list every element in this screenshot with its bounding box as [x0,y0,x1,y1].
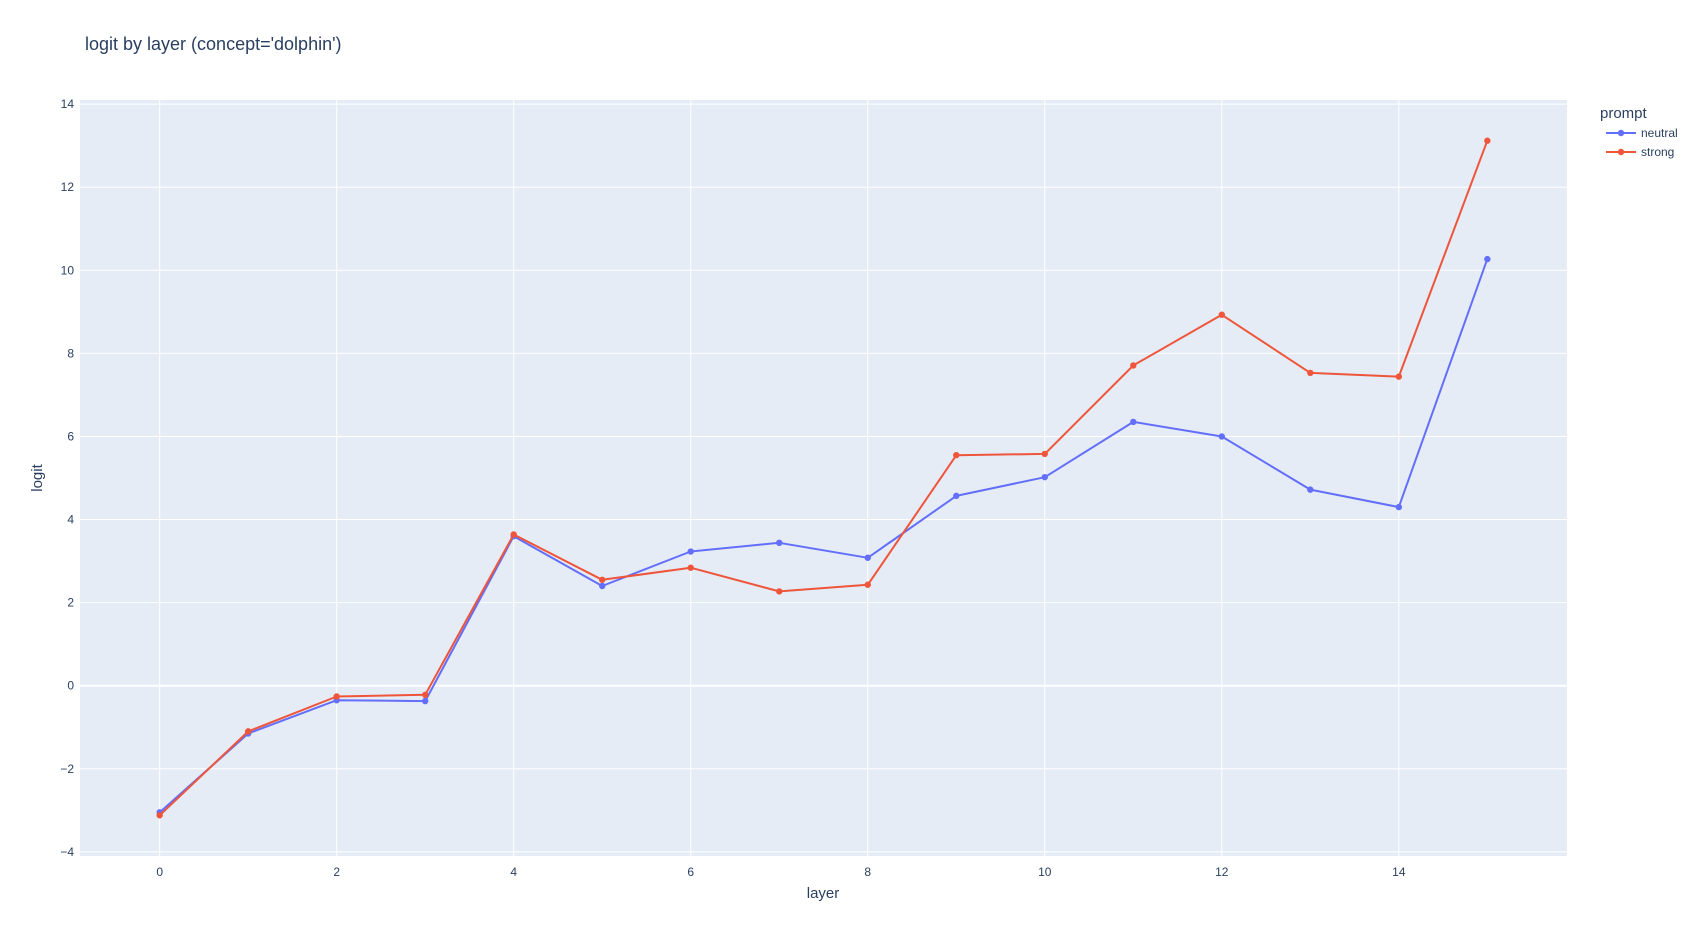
data-point-strong [953,451,960,459]
data-point-neutral [953,492,960,500]
data-point-strong [864,581,871,588]
y-axis-label: logit [29,463,46,491]
data-point-strong [244,728,252,735]
x-tick-label: 10 [1038,865,1052,879]
x-tick-label: 12 [1215,865,1229,879]
chart-title: logit by layer (concept='dolphin') [85,34,342,54]
data-point-neutral [864,554,871,561]
y-tick-label: 4 [67,513,74,527]
y-tick-label: 10 [61,263,75,277]
y-tick-label: −4 [60,845,74,859]
x-tick-label: 0 [156,865,163,879]
data-point-strong [599,576,606,583]
data-point-strong [333,693,340,700]
data-point-strong [510,531,517,538]
data-point-neutral [687,548,694,555]
data-point-strong [421,691,429,699]
series-line-neutral [159,258,1489,814]
data-point-neutral [1130,418,1137,426]
legend-label-strong: strong [1641,145,1674,159]
data-point-neutral [599,582,606,590]
x-tick-label: 2 [333,865,340,879]
data-point-neutral [421,697,429,705]
legend-marker-neutral [1617,129,1625,137]
y-tick-label: 12 [61,180,75,194]
data-point-strong [776,588,783,595]
x-tick-label: 4 [510,865,517,879]
x-tick-label: 6 [687,865,694,879]
data-point-neutral [1218,433,1226,440]
data-point-neutral [1307,486,1314,493]
y-tick-label: −2 [60,762,74,776]
series-layer [156,137,1491,819]
y-tick-label: 0 [67,679,74,693]
x-tick-label: 14 [1392,865,1406,879]
data-point-strong [1218,311,1226,318]
data-point-neutral [1041,473,1048,481]
legend[interactable]: prompt neutral strong [1600,105,1678,159]
series-line-strong [159,140,1489,817]
legend-label-neutral: neutral [1641,126,1678,140]
y-tick-label: 14 [61,97,75,111]
grid-lines [80,100,1567,856]
data-point-strong [1395,373,1403,380]
data-point-strong [687,564,694,571]
data-point-neutral [1484,255,1491,263]
y-tick-label: 6 [67,429,74,443]
data-point-strong [1307,369,1314,377]
legend-title: prompt [1600,105,1648,122]
data-point-strong [1130,362,1137,369]
data-point-strong [1041,450,1048,458]
data-point-neutral [1395,503,1403,511]
legend-items: neutral strong [1606,126,1678,159]
legend-marker-strong [1617,148,1625,156]
y-tick-labels: −4 −2 0 2 4 6 8 10 12 14 [60,97,74,859]
plot-area [80,100,1567,856]
x-tick-labels: 0 2 4 6 8 10 12 14 [156,865,1406,879]
x-tick-label: 8 [864,865,871,879]
data-point-strong [156,812,163,819]
data-point-neutral [776,539,783,546]
y-tick-label: 8 [67,346,74,360]
data-point-strong [1484,137,1491,144]
x-axis-label: layer [807,885,840,902]
y-tick-label: 2 [67,596,74,610]
